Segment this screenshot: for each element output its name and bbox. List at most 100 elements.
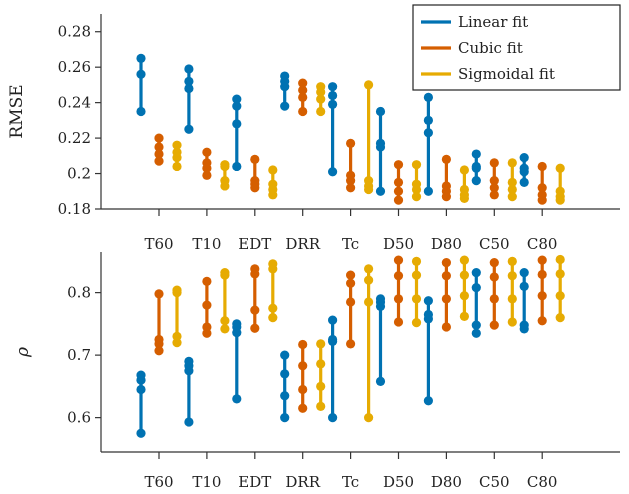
data-point [489,183,499,193]
x-tick-label: C50 [479,473,510,491]
data-point [316,401,326,411]
data-point [441,181,451,191]
y-tick-label: 0.24 [58,94,91,112]
data-point [471,149,481,159]
x-tick-label: D80 [431,235,462,253]
data-point [555,163,565,173]
data-point [346,138,356,149]
data-point [280,413,290,423]
data-point [393,186,404,196]
data-point [220,316,230,326]
data-point [328,167,338,177]
data-point [136,384,146,395]
data-point [346,297,356,307]
data-point [364,264,374,274]
data-point [411,294,422,304]
data-point [136,106,146,117]
data-point [507,294,517,304]
data-point [471,176,481,186]
data-point [202,158,212,168]
data-point [519,152,529,163]
data-point [364,80,374,90]
data-point [555,186,565,196]
data-point [411,191,422,202]
data-point [202,170,212,180]
data-point [346,278,356,288]
data-point [172,147,182,157]
data-point [375,106,386,117]
data-point [364,275,374,285]
data-point [250,305,260,315]
data-point [250,264,260,274]
y-tick-label: 0.8 [67,284,91,302]
data-point [316,359,326,369]
data-point [393,294,404,304]
data-point [280,71,290,81]
data-point [268,313,278,323]
data-point [489,190,499,200]
data-point [220,268,230,278]
data-point [423,309,433,320]
y-axis-title: ρ [13,347,33,358]
data-point [471,268,481,278]
data-point [364,176,374,186]
data-point [184,76,194,86]
data-point [489,158,499,168]
x-tick-label: C50 [479,235,510,253]
data-point [364,413,374,423]
data-point [220,160,230,170]
x-tick-label: EDT [238,235,271,253]
data-point [280,391,290,401]
data-point [220,176,230,186]
data-point [232,319,242,329]
data-point [489,176,499,186]
data-point [441,258,451,268]
y-tick-label: 0.22 [58,129,91,147]
data-point [154,149,164,159]
data-point [328,82,338,92]
data-point [328,413,338,423]
data-point [328,315,338,325]
data-point [459,311,469,321]
data-point [393,317,404,327]
data-point [459,255,469,265]
data-point [519,177,529,188]
data-point [250,176,260,186]
data-point [172,285,182,295]
data-point [346,170,356,180]
data-point [471,320,481,330]
legend-label: Sigmoidal fit [458,65,555,83]
y-axis-title: RMSE [7,84,27,138]
data-point [316,82,326,92]
data-point [316,106,326,117]
x-tick-label: Tc [342,473,359,491]
data-point [393,160,404,170]
data-point [298,85,308,95]
data-point [423,296,433,306]
data-point [316,339,326,349]
data-point [232,94,242,104]
data-point [375,376,386,386]
data-point [411,160,422,170]
data-point [471,283,481,293]
data-point [375,186,386,196]
data-point [184,124,194,134]
data-point [136,428,146,438]
data-point [280,350,290,360]
data-point [232,119,242,129]
data-point [346,183,356,193]
x-tick-label: T60 [144,473,173,491]
data-point [393,271,404,281]
data-point [172,140,182,150]
data-point [154,289,164,299]
data-point [489,294,499,304]
data-point [172,331,182,341]
data-point [507,191,517,202]
data-point [423,115,433,125]
data-point [519,268,529,278]
data-point [507,158,517,168]
data-point [555,291,565,301]
data-point [268,259,278,269]
data-point [268,179,278,189]
